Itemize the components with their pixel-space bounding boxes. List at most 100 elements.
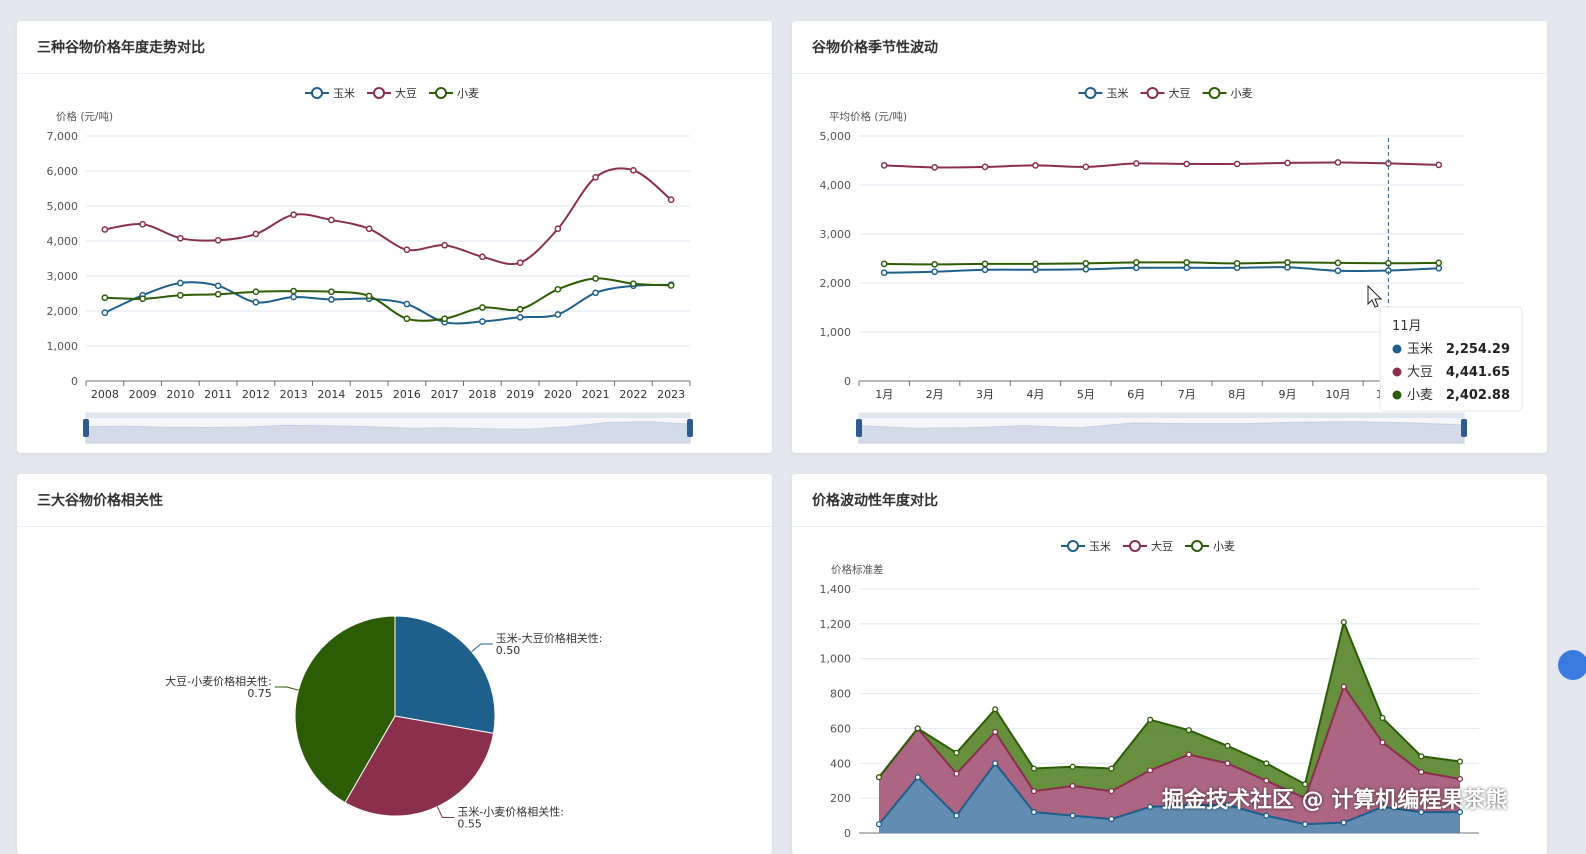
floating-action-button[interactable]	[1558, 650, 1586, 680]
data-point	[516, 313, 524, 321]
pie-value-label: 0.50	[496, 644, 521, 657]
data-point	[630, 166, 637, 174]
data-point	[214, 290, 222, 298]
y-tick-label: 0	[844, 375, 851, 388]
data-point	[1379, 714, 1386, 722]
x-tick-label: 2012	[242, 388, 270, 401]
data-point	[1456, 809, 1464, 816]
volatility-area-chart[interactable]: 玉米 大豆 小麦 0 200 400 600 800 1,000 1,200 1,400 价格标准差	[792, 474, 1547, 854]
legend-label: 大豆	[1169, 86, 1191, 100]
tooltip-series-name: 玉米	[1407, 342, 1433, 357]
x-tick-label: 7月	[1178, 388, 1196, 401]
data-point	[252, 298, 260, 306]
pie-label: 玉米-大豆价格相关性:	[496, 631, 603, 645]
tooltip-marker-icon	[1392, 344, 1402, 354]
datazoom-handle	[83, 419, 89, 437]
x-tick-label: 2011	[204, 388, 232, 401]
legend-label: 小麦	[1231, 87, 1253, 100]
tooltip-box	[1379, 306, 1523, 412]
pie-slice	[394, 615, 496, 734]
data-point	[667, 282, 675, 289]
pie-label-line	[471, 643, 493, 653]
data-point	[1334, 159, 1342, 166]
data-point	[981, 163, 989, 171]
data-point	[592, 275, 599, 282]
annual-line-chart[interactable]: 玉米 大豆 小麦 0 1,000 2,000 3,000 4,000 5,000 6,000 7,0…	[17, 21, 772, 453]
y-tick-label: 1,000	[820, 653, 852, 666]
data-point	[214, 236, 222, 244]
series-line-小麦	[104, 277, 672, 322]
series-line-大豆	[884, 161, 1439, 169]
x-tick-label: 2016	[393, 388, 421, 401]
data-point	[992, 706, 999, 713]
data-point	[1224, 802, 1231, 809]
data-point	[328, 216, 335, 224]
data-point	[177, 291, 184, 299]
watermark: 掘金技术社区 @ 计算机编程果茶熊	[1162, 788, 1508, 813]
data-point	[1082, 265, 1090, 273]
x-tick-label: 2008	[91, 388, 119, 401]
data-point	[365, 225, 373, 233]
data-point	[953, 812, 960, 819]
area-玉米	[879, 763, 1460, 833]
series-line-玉米	[884, 266, 1439, 274]
x-tick-label: 2017	[431, 388, 459, 401]
datazoom-preview	[85, 421, 691, 444]
data-point	[101, 309, 109, 317]
annual-trend-card: 三种谷物价格年度走势对比 玉米 大豆 小麦 0 1,000 2,000 3,000 4,000…	[17, 21, 772, 453]
data-point	[177, 279, 184, 287]
data-point	[981, 260, 989, 268]
series-line-玉米	[104, 281, 672, 325]
data-point	[1183, 264, 1191, 272]
y-tick-label: 7,000	[47, 130, 79, 143]
data-point	[1334, 267, 1342, 275]
data-point	[290, 211, 297, 219]
data-point	[1456, 775, 1464, 783]
data-point	[630, 280, 637, 288]
x-tick-label: 2022	[619, 388, 647, 401]
data-point	[554, 285, 562, 293]
legend-label: 玉米	[1107, 87, 1129, 100]
tooltip-marker-icon	[1392, 367, 1402, 377]
legend-marker-icon	[1146, 87, 1159, 99]
series-line-大豆	[104, 167, 672, 266]
data-point	[1340, 819, 1347, 826]
x-tick-label: 2010	[166, 388, 194, 401]
x-tick-label: 9月	[1279, 388, 1297, 401]
card-title: 谷物价格季节性波动	[792, 21, 1547, 74]
data-point	[1147, 716, 1154, 723]
y-tick-label: 800	[830, 688, 851, 701]
legend-label: 大豆	[395, 86, 417, 100]
y-tick-label: 5,000	[820, 130, 852, 143]
tooltip-series-name: 小麦	[1407, 388, 1433, 403]
legend-marker-icon	[1084, 87, 1097, 99]
data-point	[1456, 758, 1464, 765]
y-tick-label: 1,000	[47, 340, 79, 353]
data-point	[1147, 803, 1154, 810]
x-tick-label: 5月	[1077, 388, 1095, 401]
tooltip-title: 11月	[1392, 319, 1422, 334]
data-point	[1185, 802, 1192, 809]
legend-marker-icon	[1208, 87, 1221, 99]
data-point	[252, 288, 260, 296]
data-point	[667, 196, 675, 204]
tooltip-series-name: 大豆	[1407, 365, 1433, 380]
correlation-pie-chart[interactable]: 玉米-大豆价格相关性:0.50 玉米-小麦价格相关性:0.55 大豆-小麦价格相关性…	[17, 474, 772, 854]
data-point	[1030, 765, 1037, 772]
x-tick-label: 1月	[875, 388, 893, 401]
data-point	[328, 296, 335, 303]
legend-label: 玉米	[333, 87, 355, 100]
legend-label: 小麦	[1213, 540, 1235, 553]
x-tick-label: 2月	[926, 388, 944, 401]
data-point	[1435, 161, 1443, 169]
y-tick-label: 0	[844, 827, 851, 840]
data-point	[1379, 803, 1386, 810]
data-point	[1132, 160, 1140, 167]
data-point	[981, 266, 989, 274]
legend-marker-icon	[1067, 540, 1079, 552]
correlation-card: 三大谷物价格相关性 玉米-大豆价格相关性: 0.50 玉米-小麦价格相关性: 0.55…	[17, 474, 772, 854]
y-tick-label: 400	[830, 757, 851, 770]
data-point	[1132, 264, 1140, 272]
datazoom-bar	[86, 413, 690, 418]
